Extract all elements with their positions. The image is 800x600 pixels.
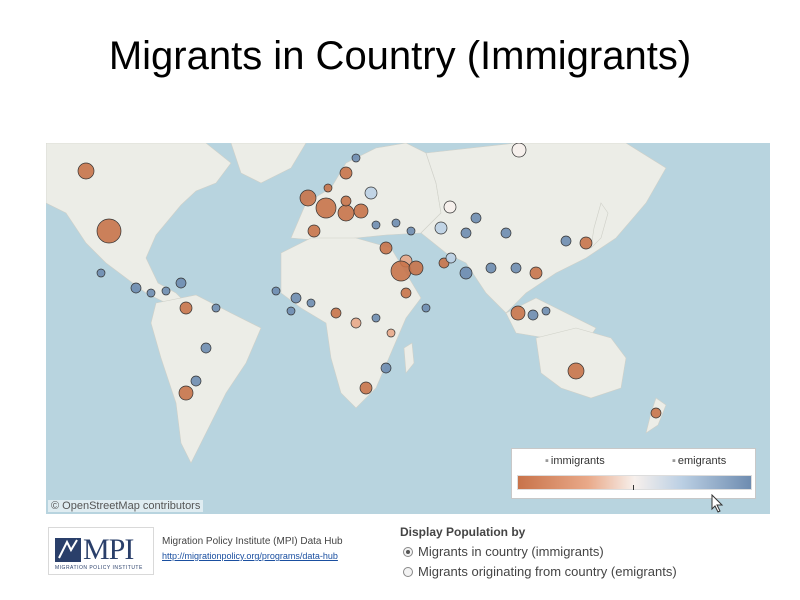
country-bubble[interactable] xyxy=(323,183,333,193)
japan xyxy=(590,202,609,249)
country-bubble[interactable] xyxy=(353,203,369,219)
country-bubble[interactable] xyxy=(408,260,424,276)
country-bubble[interactable] xyxy=(371,313,381,323)
radio-emigrants[interactable]: Migrants originating from country (emigr… xyxy=(403,564,677,579)
madagascar xyxy=(403,342,415,374)
logo-subtitle: MIGRATION POLICY INSTITUTE xyxy=(55,565,143,571)
country-bubble[interactable] xyxy=(470,212,482,224)
country-bubble[interactable] xyxy=(359,381,373,395)
country-bubble[interactable] xyxy=(200,342,212,354)
country-bubble[interactable] xyxy=(146,288,156,298)
radio-immigrants[interactable]: Migrants in country (immigrants) xyxy=(403,544,604,559)
country-bubble[interactable] xyxy=(77,162,95,180)
country-bubble[interactable] xyxy=(434,221,448,235)
migrant-bubbles xyxy=(77,143,662,419)
country-bubble[interactable] xyxy=(510,305,526,321)
country-bubble[interactable] xyxy=(421,303,431,313)
country-bubble[interactable] xyxy=(315,197,337,219)
country-bubble[interactable] xyxy=(161,286,171,296)
country-bubble[interactable] xyxy=(190,375,202,387)
country-bubble[interactable] xyxy=(529,266,543,280)
country-bubble[interactable] xyxy=(286,306,296,316)
country-bubble[interactable] xyxy=(371,220,381,230)
slide-title: Migrants in Country (Immigrants) xyxy=(108,34,692,78)
country-bubble[interactable] xyxy=(330,307,342,319)
world-map[interactable]: © OpenStreetMap contributors xyxy=(46,143,770,514)
country-bubble[interactable] xyxy=(306,298,316,308)
country-bubble[interactable] xyxy=(390,260,412,282)
color-legend: ▪ immigrants ▪ emigrants xyxy=(511,448,756,499)
country-bubble[interactable] xyxy=(96,218,122,244)
country-bubble[interactable] xyxy=(178,385,194,401)
south-america xyxy=(150,294,262,464)
country-bubble[interactable] xyxy=(400,287,412,299)
mpi-logo[interactable]: MPI MIGRATION POLICY INSTITUTE xyxy=(48,527,154,575)
country-bubble[interactable] xyxy=(560,235,572,247)
country-bubble[interactable] xyxy=(511,143,527,158)
legend-immigrants: ▪ immigrants xyxy=(545,455,605,467)
country-bubble[interactable] xyxy=(96,268,106,278)
map-attribution[interactable]: © OpenStreetMap contributors xyxy=(48,500,204,512)
logo-frame: MPI MIGRATION POLICY INSTITUTE xyxy=(48,527,154,575)
legend-marker xyxy=(633,485,634,490)
country-bubble[interactable] xyxy=(364,186,378,200)
country-bubble[interactable] xyxy=(379,241,393,255)
radio-label-immigrants: Migrants in country (immigrants) xyxy=(418,544,604,559)
north-america xyxy=(46,143,232,304)
country-bubble[interactable] xyxy=(386,328,396,338)
country-bubble[interactable] xyxy=(340,195,352,207)
country-bubble[interactable] xyxy=(271,286,281,296)
map-canvas[interactable] xyxy=(46,143,770,514)
country-bubble[interactable] xyxy=(299,189,317,207)
country-bubble[interactable] xyxy=(351,153,361,163)
country-bubble[interactable] xyxy=(527,309,539,321)
legend-immigrants-text: immigrants xyxy=(550,455,605,467)
australia xyxy=(535,327,627,399)
legend-emigrants: ▪ emigrants xyxy=(672,455,727,467)
country-bubble[interactable] xyxy=(485,262,497,274)
logo-emblem-icon xyxy=(55,538,81,562)
country-bubble[interactable] xyxy=(459,266,473,280)
legend-gradient-bar xyxy=(517,475,752,490)
country-bubble[interactable] xyxy=(307,224,321,238)
logo-text: MPI xyxy=(83,533,134,566)
country-bubble[interactable] xyxy=(130,282,142,294)
source-link[interactable]: http://migrationpolicy.org/programs/data… xyxy=(162,551,338,561)
country-bubble[interactable] xyxy=(391,218,401,228)
country-bubble[interactable] xyxy=(541,306,551,316)
country-bubble[interactable] xyxy=(650,407,662,419)
radio-button-emigrants[interactable] xyxy=(403,566,413,577)
country-bubble[interactable] xyxy=(290,292,302,304)
country-bubble[interactable] xyxy=(179,301,193,315)
country-bubble[interactable] xyxy=(380,362,392,374)
greenland xyxy=(230,143,307,184)
country-bubble[interactable] xyxy=(460,227,472,239)
country-bubble[interactable] xyxy=(175,277,187,289)
country-bubble[interactable] xyxy=(337,204,355,222)
source-title: Migration Policy Institute (MPI) Data Hu… xyxy=(162,536,343,547)
country-bubble[interactable] xyxy=(350,317,362,329)
asia xyxy=(420,143,667,314)
country-bubble[interactable] xyxy=(500,227,512,239)
country-bubble[interactable] xyxy=(579,236,593,250)
country-bubble[interactable] xyxy=(567,362,585,380)
country-bubble[interactable] xyxy=(445,252,457,264)
country-bubble[interactable] xyxy=(406,226,416,236)
mouse-cursor-icon xyxy=(711,494,724,513)
country-bubble[interactable] xyxy=(443,200,457,214)
radio-button-immigrants[interactable] xyxy=(403,546,413,557)
country-bubble[interactable] xyxy=(211,303,221,313)
radio-label-emigrants: Migrants originating from country (emigr… xyxy=(418,564,677,579)
country-bubble[interactable] xyxy=(510,262,522,274)
legend-emigrants-text: emigrants xyxy=(677,455,727,467)
country-bubble[interactable] xyxy=(339,166,353,180)
display-heading: Display Population by xyxy=(400,525,526,539)
